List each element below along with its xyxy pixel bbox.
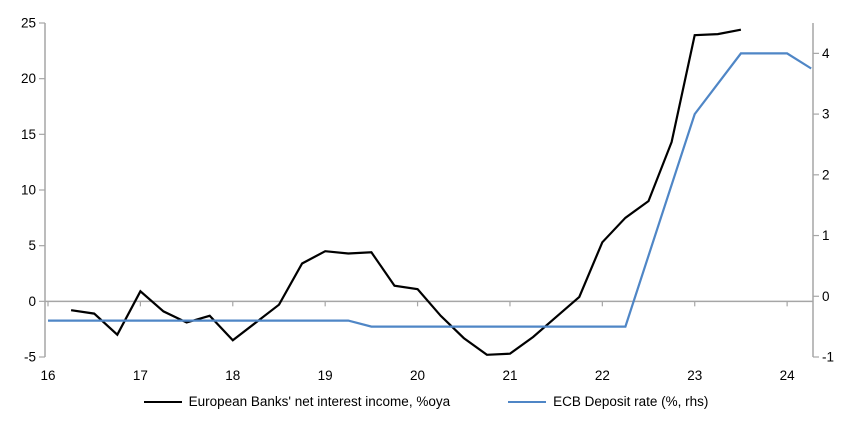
black-line-swatch (143, 400, 182, 403)
x-axis-year-label: 24 (780, 368, 796, 383)
x-axis-year-label: 17 (133, 368, 148, 383)
x-axis-year-label: 23 (687, 368, 702, 383)
left-axis-tick-label: 5 (28, 238, 36, 253)
x-axis-year-label: 19 (318, 368, 333, 383)
x-axis-year-label: 20 (410, 368, 425, 383)
x-axis-year-label: 21 (502, 368, 517, 383)
blue-line-swatch (508, 400, 547, 403)
chart-legend: European Banks' net interest income, %oy… (0, 394, 852, 409)
x-axis-year-label: 18 (225, 368, 240, 383)
right-axis-tick-label: -1 (822, 350, 834, 365)
legend-item-ecb-deposit-rate: ECB Deposit rate (%, rhs) (508, 394, 708, 409)
legend-label-net-interest-income: European Banks' net interest income, %oy… (188, 394, 451, 409)
left-axis-tick-label: 25 (21, 16, 36, 31)
x-axis-year-label: 22 (595, 368, 610, 383)
left-axis-tick-label: -5 (24, 350, 36, 365)
right-axis-tick-label: 2 (822, 167, 830, 182)
left-axis-tick-label: 0 (28, 294, 36, 309)
legend-label-ecb-deposit-rate: ECB Deposit rate (%, rhs) (553, 394, 709, 409)
legend-item-net-interest-income: European Banks' net interest income, %oy… (143, 394, 451, 409)
right-axis-tick-label: 1 (822, 228, 830, 243)
ecb-deposit-rate-line (48, 52, 812, 328)
right-axis-tick-label: 3 (822, 107, 830, 122)
left-axis-tick-label: 10 (21, 183, 36, 198)
net-interest-income-line (70, 28, 742, 356)
left-axis-tick-label: 20 (21, 71, 36, 86)
x-axis-year-label: 16 (40, 368, 55, 383)
right-axis-tick-label: 4 (822, 46, 830, 61)
left-axis-tick-label: 15 (21, 127, 36, 142)
right-axis-tick-label: 0 (822, 289, 830, 304)
